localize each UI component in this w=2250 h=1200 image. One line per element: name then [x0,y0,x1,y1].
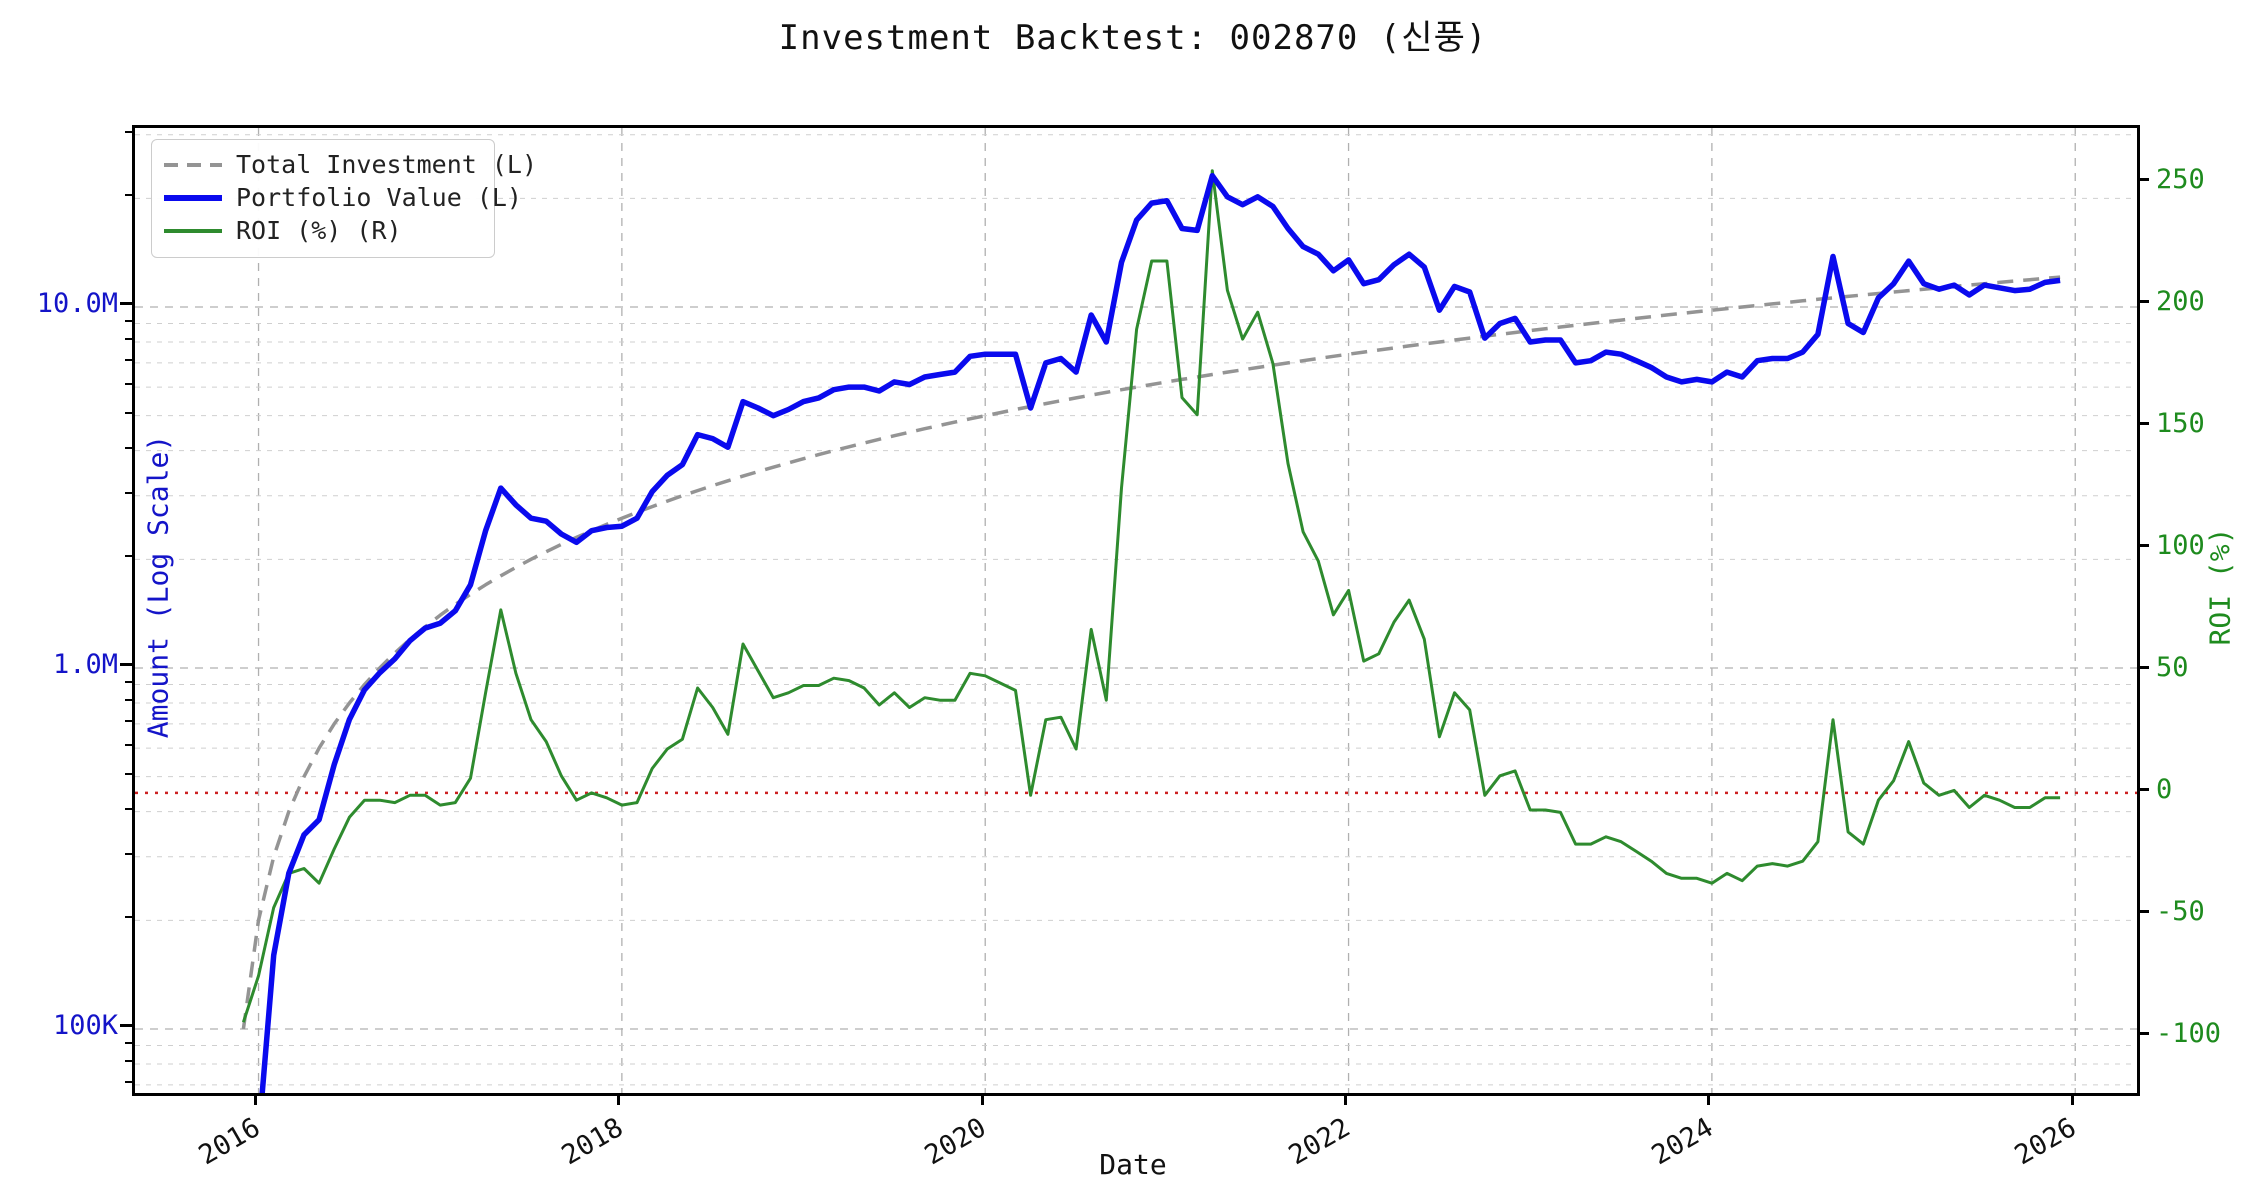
right-tick-mark [2137,666,2149,670]
right-tick-mark [2137,422,2149,426]
legend-label: Portfolio Value (L) [236,183,522,212]
x-axis-label: Date [1099,1148,1167,1181]
legend-item-roi: ROI (%) (R) [164,214,480,247]
legend-item-total-investment: Total Investment (L) [164,148,537,181]
right-axis-tick-label: 150 [2156,407,2205,439]
right-tick-mark [2137,544,2149,548]
x-tick-mark [2070,1093,2074,1105]
legend-label: ROI (%) (R) [236,216,402,245]
total-investment-line [241,275,2061,1030]
left-minor-tick-mark [125,772,132,775]
right-axis-tick-label: 0 [2156,773,2173,805]
chart-title: Investment Backtest: 002870 (신풍) [778,18,1488,58]
left-minor-tick-mark [125,807,132,810]
dashed-line-sample-icon [164,162,222,167]
left-tick-mark [120,1024,132,1028]
right-tick-mark [2137,910,2149,914]
left-minor-tick-mark [125,719,132,722]
right-axis-tick-label: -50 [2156,895,2205,927]
left-minor-tick-mark [125,130,132,133]
left-minor-tick-mark [125,194,132,197]
right-axis-tick-label: 250 [2156,163,2205,195]
right-tick-mark [2137,300,2149,304]
x-tick-mark [1344,1093,1348,1105]
left-tick-mark [120,663,132,667]
solid-line-sample-icon [164,228,222,233]
left-minor-tick-mark [125,491,132,494]
left-minor-tick-mark [125,1041,132,1044]
left-minor-tick-mark [125,1080,132,1083]
left-minor-tick-mark [125,319,132,322]
solid-line-sample-icon [164,194,222,201]
plot-area: Total Investment (L) Portfolio Value (L)… [132,125,2140,1096]
right-tick-mark [2137,178,2149,182]
legend: Total Investment (L) Portfolio Value (L)… [151,139,537,258]
x-tick-mark [980,1093,984,1105]
left-minor-tick-mark [125,1059,132,1062]
legend-label: Total Investment (L) [236,150,538,179]
left-minor-tick-mark [125,852,132,855]
left-axis-tick-label: 1.0M [52,648,118,680]
left-tick-mark [120,302,132,306]
right-axis-tick-label: 100 [2156,529,2205,561]
left-minor-tick-mark [125,383,132,386]
left-minor-tick-mark [125,744,132,747]
left-axis-label: Amount (Log Scale) [141,434,175,739]
x-tick-mark [254,1093,258,1105]
right-axis-label: ROI (%) [2203,527,2237,646]
chart-svg [135,128,2137,1093]
left-minor-tick-mark [125,446,132,449]
left-minor-tick-mark [125,555,132,558]
left-axis-tick-label: 10.0M [36,287,118,319]
left-minor-tick-mark [125,916,132,919]
x-tick-mark [617,1093,621,1105]
left-minor-tick-mark [125,337,132,340]
right-tick-mark [2137,788,2149,792]
right-axis-tick-label: 50 [2156,651,2189,683]
x-tick-mark [1707,1093,1711,1105]
right-axis-tick-label: -100 [2156,1017,2222,1049]
left-axis-tick-label: 100K [52,1009,118,1041]
left-minor-tick-mark [125,411,132,414]
roi-line [241,169,2061,1023]
right-tick-mark [2137,1032,2149,1036]
legend-item-portfolio-value: Portfolio Value (L) [164,181,522,214]
left-minor-tick-mark [125,358,132,361]
right-axis-tick-label: 200 [2156,285,2205,317]
portfolio-value-line [259,172,2061,1093]
left-minor-tick-mark [125,698,132,701]
left-minor-tick-mark [125,680,132,683]
